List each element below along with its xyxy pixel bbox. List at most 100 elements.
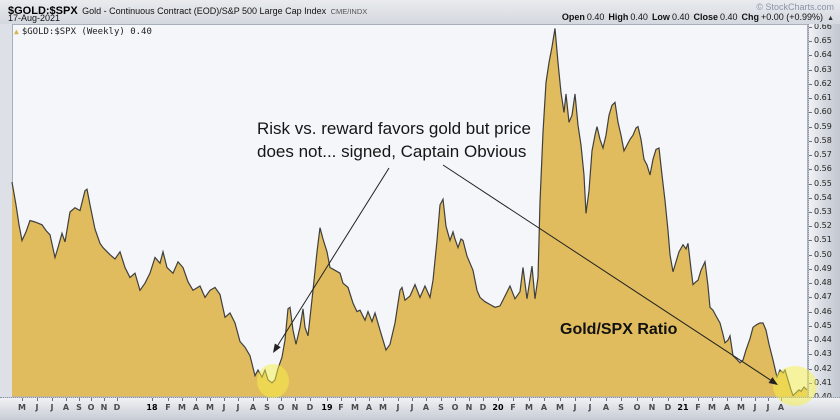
x-axis-month-label: N — [465, 403, 473, 412]
y-axis-label: 0.63 — [814, 64, 832, 74]
x-axis-month-label: J — [50, 403, 54, 412]
close-value: 0.40 — [719, 12, 738, 22]
x-axis-month-label: A — [777, 403, 785, 412]
x-axis-tick — [455, 398, 456, 401]
y-axis-label: 0.51 — [814, 235, 832, 245]
x-axis-month-label: J — [236, 403, 240, 412]
x-axis-tick — [755, 398, 756, 401]
x-axis-tick — [117, 398, 118, 401]
x-axis-month-label: M — [18, 403, 26, 412]
y-axis-label: 0.66 — [814, 22, 832, 31]
series-legend-label: $GOLD:$SPX (Weekly) 0.40 — [21, 27, 152, 37]
y-axis-label: 0.59 — [814, 121, 832, 131]
x-axis-tick — [152, 398, 153, 401]
x-axis-month-label: M — [556, 403, 564, 412]
x-axis-tick — [560, 398, 561, 401]
x-axis-tick — [210, 398, 211, 401]
x-axis-tick — [79, 398, 80, 401]
x-axis-tick — [683, 398, 684, 401]
copyright: © StockCharts.com — [756, 2, 834, 12]
x-axis-tick — [590, 398, 591, 401]
y-axis: 0.66 0.65 0.64 0.63 0.62 0.61 0.60 0.59 0.58 0.57… — [808, 22, 840, 401]
x-axis-month-label: M — [737, 403, 745, 412]
x-axis-tick — [781, 398, 782, 401]
close-label: Close — [693, 12, 718, 22]
y-axis-label: 0.52 — [814, 221, 832, 231]
x-axis-month-label: A — [62, 403, 70, 412]
y-axis-tick — [809, 354, 812, 356]
x-axis-year-label: 18 — [146, 403, 158, 412]
y-axis-label: 0.60 — [814, 107, 832, 117]
y-axis-label: 0.53 — [814, 207, 832, 216]
exchange: CME/INDX — [330, 7, 368, 16]
x-axis-month-label: D — [479, 403, 487, 412]
y-axis-tick — [809, 41, 812, 43]
y-axis-tick — [809, 368, 812, 370]
y-axis-tick — [809, 69, 812, 71]
x-axis-tick — [224, 398, 225, 401]
y-axis-label: 0.42 — [814, 363, 832, 373]
series-marker-icon: ▲ — [14, 27, 19, 36]
open-label: Open — [561, 12, 585, 22]
x-axis-month-label: A — [723, 403, 731, 412]
x-axis-month-label: S — [264, 403, 270, 412]
y-axis-label: 0.41 — [814, 377, 832, 387]
y-axis-tick — [809, 311, 812, 313]
y-axis-label: 0.40 — [814, 393, 832, 401]
y-axis-tick — [809, 140, 812, 142]
x-axis-tick — [341, 398, 342, 401]
x-axis-month-label: A — [422, 403, 430, 412]
y-axis-tick — [809, 240, 812, 242]
y-axis-tick — [809, 212, 812, 213]
x-axis-month-label: F — [695, 403, 701, 412]
y-axis-label: 0.57 — [814, 150, 832, 160]
x-axis-year-label: 19 — [321, 403, 333, 412]
y-axis-tick — [809, 197, 812, 199]
x-axis-month-label: N — [648, 403, 656, 412]
x-axis-tick — [606, 398, 607, 401]
x-axis-month-label: D — [664, 403, 672, 412]
x-axis-month-label: F — [338, 403, 344, 412]
x-axis-tick — [182, 398, 183, 401]
x-axis-tick — [91, 398, 92, 401]
title-row: $GOLD:$SPX Gold - Continuous Contract (E… — [8, 1, 834, 17]
x-axis-tick — [66, 398, 67, 401]
low-label: Low — [651, 12, 670, 22]
y-axis-label: 0.55 — [814, 178, 832, 188]
x-axis-month-label: J — [35, 403, 39, 412]
x-axis-month-label: S — [76, 403, 82, 412]
x-axis-tick — [267, 398, 268, 401]
y-axis-tick — [809, 169, 812, 171]
y-axis-tick — [809, 55, 812, 57]
y-axis-tick — [809, 112, 812, 114]
y-axis-tick — [809, 183, 812, 185]
series-legend: ▲ $GOLD:$SPX (Weekly) 0.40 — [14, 27, 152, 37]
x-axis-month-label: M — [379, 403, 387, 412]
x-axis-tick — [637, 398, 638, 401]
annotation-note-line2: does not... signed, Captain Obvious — [257, 142, 527, 161]
x-axis-month-label: J — [410, 403, 414, 412]
x-axis-tick — [52, 398, 53, 401]
x-axis-month-label: A — [602, 403, 610, 412]
x-axis-month-label: J — [222, 403, 226, 412]
y-axis-tick — [809, 226, 812, 228]
y-axis-tick — [809, 254, 812, 256]
high-value: 0.40 — [630, 12, 648, 22]
quote-summary: Open 0.40 High 0.40 Low 0.40 Close 0.40 Chg +0.00… — [562, 12, 834, 22]
x-axis-tick — [575, 398, 576, 401]
change-label: Chg — [741, 12, 760, 22]
chart-date: 17-Aug-2021 — [8, 13, 61, 23]
x-axis-tick — [668, 398, 669, 401]
change-value: +0.00 (+0.99%) — [761, 12, 824, 22]
x-axis-month-label: A — [540, 403, 548, 412]
x-axis-month-label: M — [708, 403, 716, 412]
y-axis-tick — [809, 283, 812, 285]
y-axis-label: 0.44 — [814, 335, 832, 345]
x-axis-month-label: J — [766, 403, 770, 412]
x-axis-month-label: D — [113, 403, 121, 412]
x-axis-tick — [529, 398, 530, 401]
x-axis-month-label: M — [206, 403, 214, 412]
x-axis-tick — [281, 398, 282, 401]
y-axis-tick — [809, 155, 812, 157]
x-axis-month-label: M — [351, 403, 359, 412]
